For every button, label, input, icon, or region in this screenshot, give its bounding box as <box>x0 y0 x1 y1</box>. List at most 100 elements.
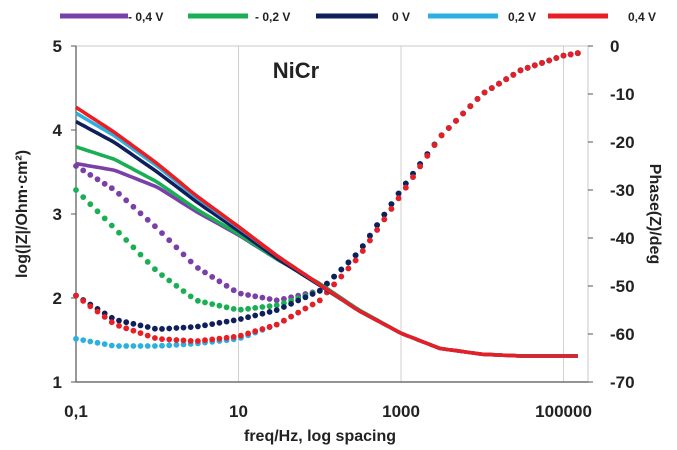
phase-point <box>87 303 94 310</box>
phase-point <box>295 309 302 316</box>
phase-point <box>524 64 531 71</box>
y-axis-left-label: log(|Z|/Ohm·cm²) <box>14 150 31 278</box>
phase-point <box>281 300 287 306</box>
phase-point <box>195 338 201 344</box>
phase-point <box>338 266 345 273</box>
impedance-line <box>75 161 578 358</box>
phase-point <box>166 336 173 343</box>
ticks: 0,1 10 1000 100000 1 2 3 4 5 0 -10 -20 -30 -40 -50 -60 -… <box>53 37 635 421</box>
phase-point <box>144 332 151 339</box>
series-layer <box>73 50 581 358</box>
phase-point <box>202 269 208 276</box>
phase-point <box>80 337 87 343</box>
phase-point <box>359 243 366 250</box>
phase-point <box>94 176 101 183</box>
phase-point <box>108 185 115 192</box>
phase-point <box>288 300 294 307</box>
phase-point <box>381 216 388 223</box>
phase-point <box>223 334 230 341</box>
phase-point <box>209 301 216 307</box>
phase-point <box>374 222 380 229</box>
phase-point <box>130 343 137 349</box>
y-right-tick-label: -50 <box>610 277 635 296</box>
phase-point <box>73 187 79 193</box>
phase-point <box>252 305 259 311</box>
phase-point <box>216 335 223 342</box>
phase-point <box>80 298 87 304</box>
phase-point <box>123 319 130 326</box>
phase-point <box>259 310 266 317</box>
impedance-line <box>75 120 578 358</box>
phase-point <box>166 325 173 332</box>
phase-point <box>101 180 108 187</box>
phase-point <box>187 293 194 300</box>
impedance-line <box>75 105 578 358</box>
phase-point <box>352 252 359 259</box>
y-axis-right-label: Phase(Z)/deg <box>646 164 663 264</box>
phase-point <box>152 266 158 273</box>
y-right-tick-label: -10 <box>610 85 635 104</box>
phase-point <box>309 291 316 297</box>
phase-point <box>302 305 309 312</box>
phase-point <box>245 330 252 337</box>
phase-point <box>331 273 337 280</box>
phase-point <box>553 55 560 61</box>
phase-point <box>130 320 137 327</box>
phase-point <box>180 337 187 344</box>
phase-point <box>230 287 237 294</box>
phase-point <box>288 313 294 320</box>
phase-point <box>101 314 108 320</box>
phase-point <box>108 222 115 229</box>
phase-point <box>331 281 337 288</box>
x-tick-label: 0,1 <box>64 402 88 421</box>
phase-point <box>137 330 144 336</box>
phase-point <box>202 337 208 344</box>
phase-point <box>101 341 108 347</box>
phase-point <box>152 223 158 230</box>
phase-point <box>209 336 216 343</box>
phase-point <box>381 211 388 218</box>
phase-point <box>87 201 94 208</box>
phase-point <box>266 296 273 302</box>
phase-point <box>137 343 144 349</box>
phase-point <box>223 318 230 325</box>
phase-point <box>352 257 359 264</box>
phase-point <box>130 244 137 251</box>
phase-point <box>108 314 115 321</box>
phase-point <box>166 342 173 349</box>
phase-point <box>424 152 431 159</box>
phase-point <box>202 299 208 306</box>
phase-point <box>159 336 165 342</box>
phase-point <box>152 335 158 341</box>
phase-point <box>546 57 553 64</box>
phase-point <box>438 132 445 139</box>
phase-point <box>252 293 259 300</box>
phase-point <box>281 304 287 310</box>
phase-point <box>245 292 252 298</box>
x-tick-label: 100000 <box>535 402 592 421</box>
phase-point <box>259 304 266 310</box>
phase-point <box>266 309 273 315</box>
y-left-tick-label: 3 <box>53 205 62 224</box>
phase-point <box>123 237 130 243</box>
phase-point <box>273 321 280 328</box>
phase-point <box>410 174 416 181</box>
phase-point <box>216 278 223 285</box>
phase-point <box>180 251 187 258</box>
legend-label-p04: 0,4 V <box>628 10 656 24</box>
phase-point <box>460 110 466 117</box>
phase-point <box>144 324 151 330</box>
phase-point <box>273 297 280 304</box>
y-right-tick-label: 0 <box>610 37 619 56</box>
phase-point <box>195 297 201 304</box>
phase-point <box>144 259 151 265</box>
phase-point <box>87 338 94 345</box>
phase-point <box>108 319 115 326</box>
x-axis-label: freq/Hz, log spacing <box>244 428 396 445</box>
y-right-tick-label: -60 <box>610 325 635 344</box>
phase-point <box>309 301 316 308</box>
phase-point <box>108 342 115 349</box>
phase-point <box>159 230 165 237</box>
phase-point <box>230 306 237 312</box>
phase-point <box>367 232 373 239</box>
